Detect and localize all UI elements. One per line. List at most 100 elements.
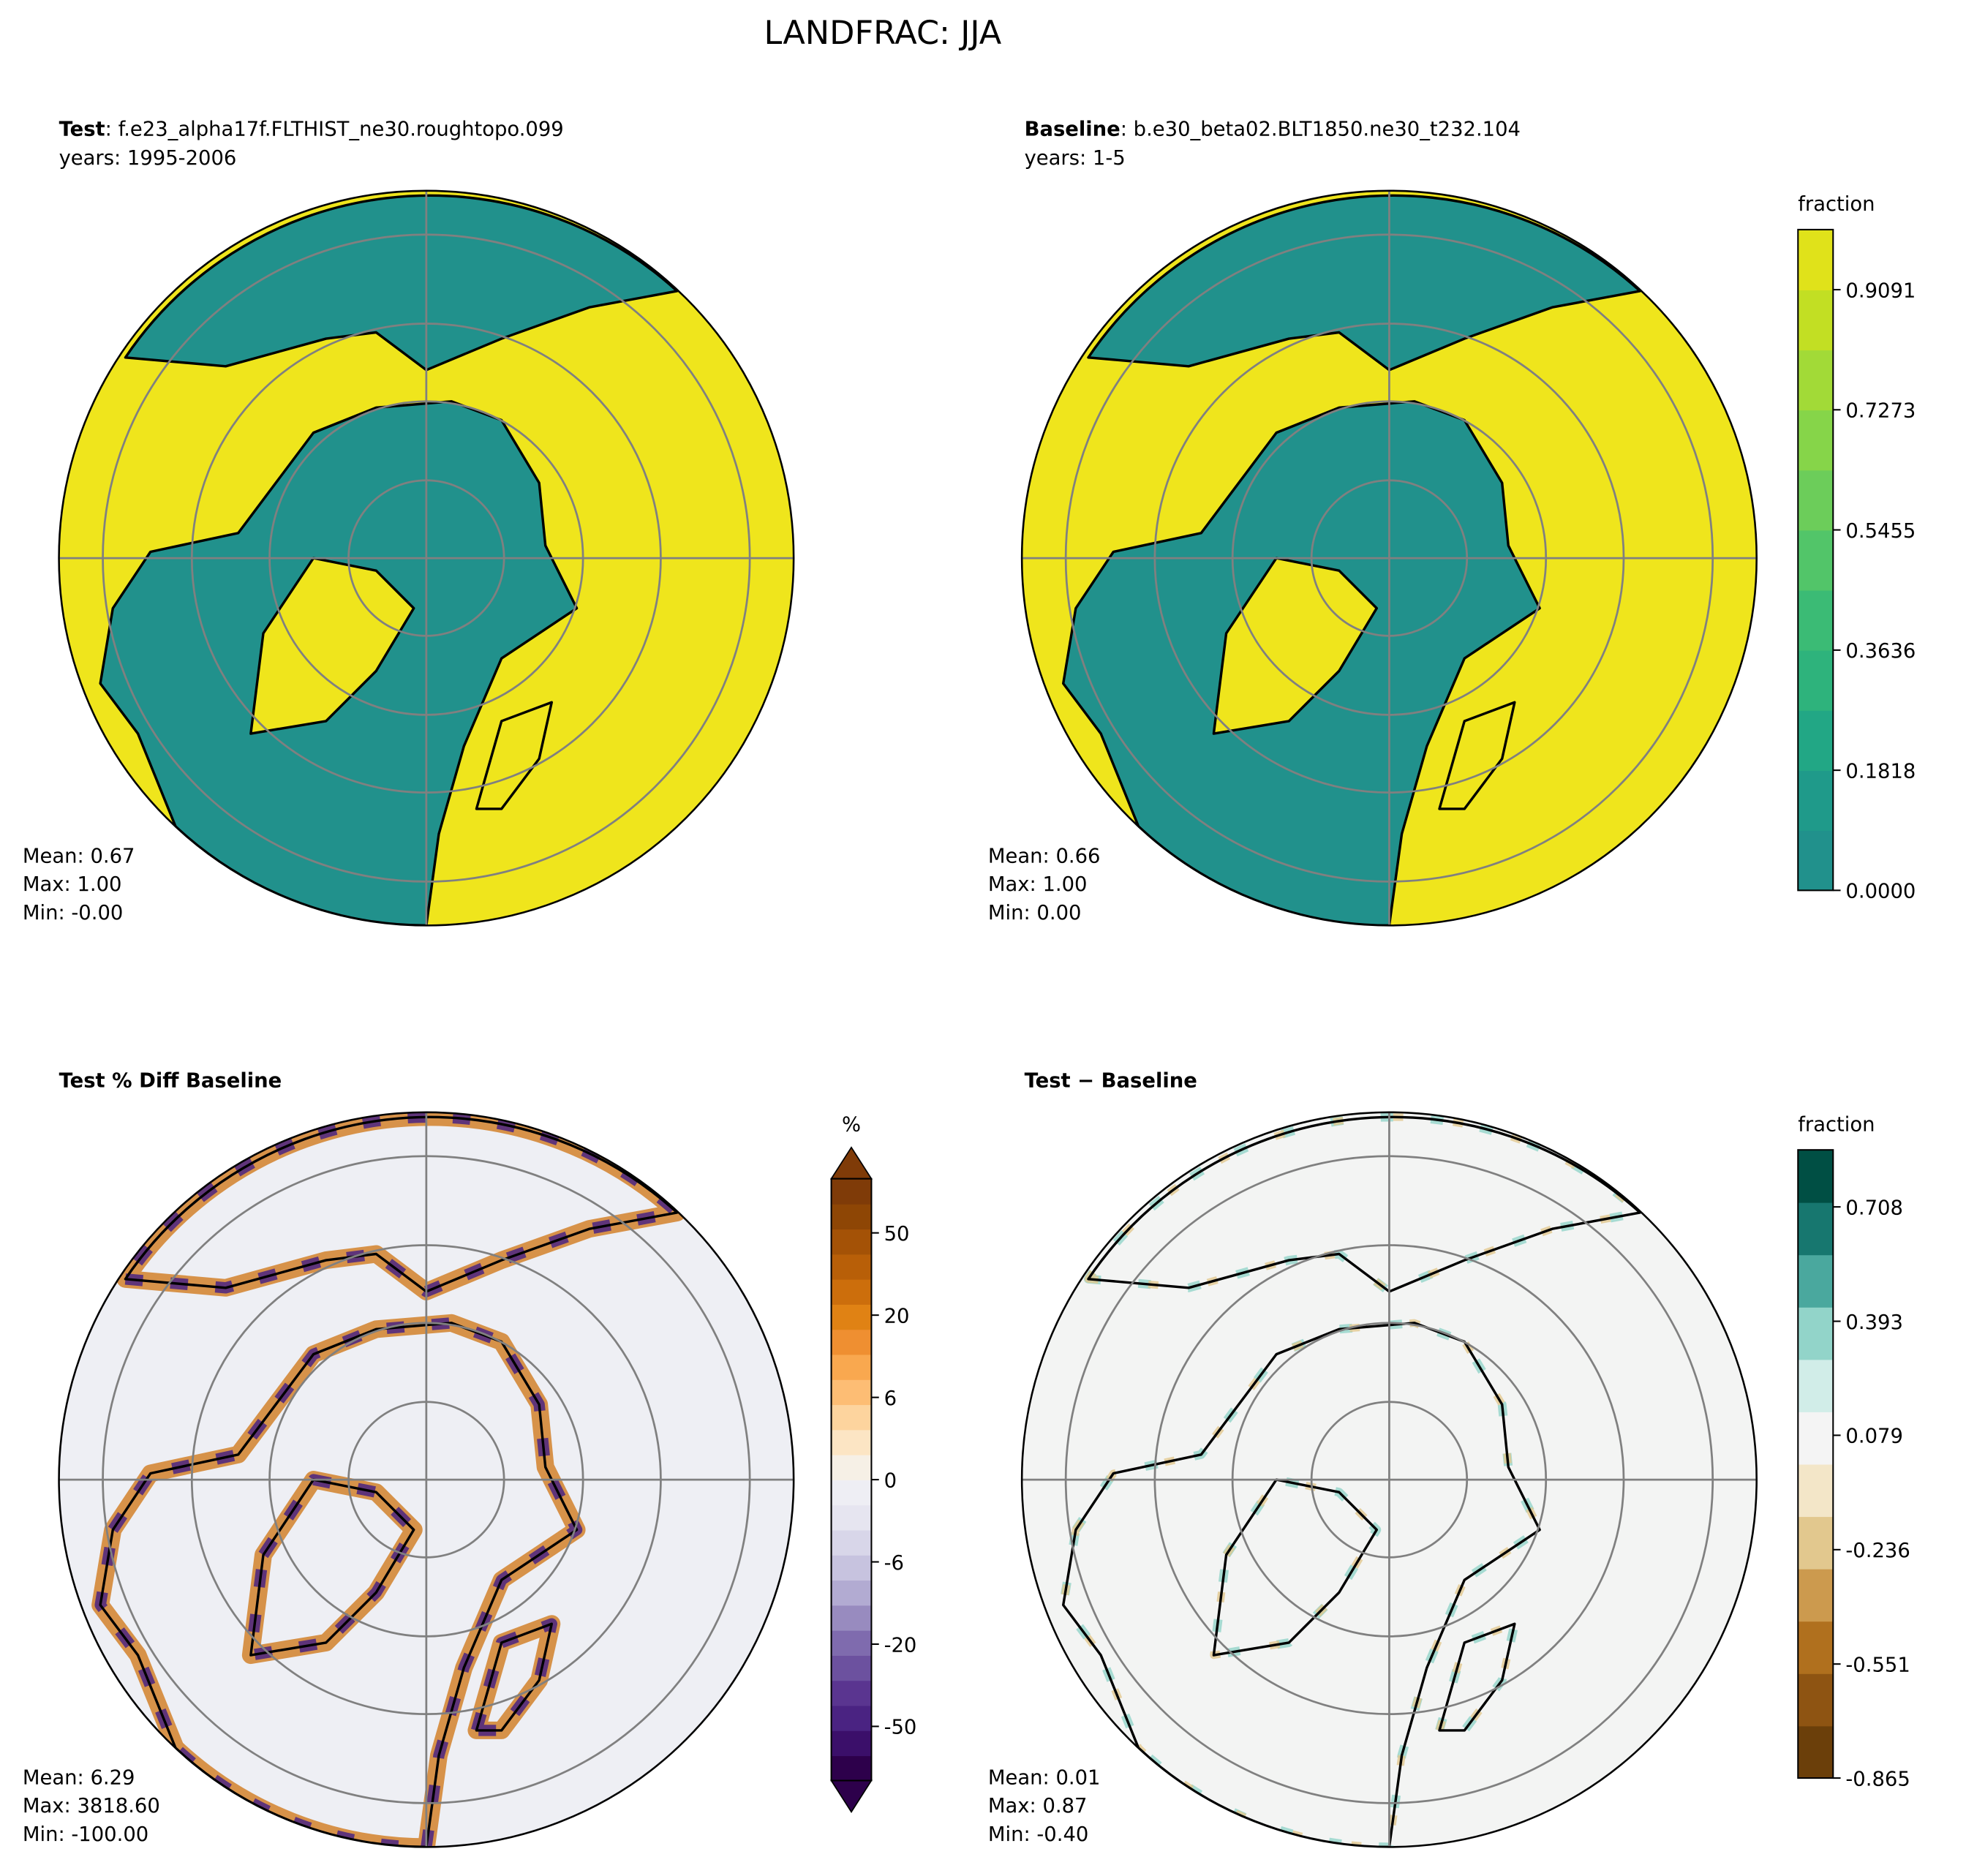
colorbar-band	[1798, 1725, 1834, 1779]
map-pct-diff	[58, 1111, 795, 1848]
stat: Max: 1.00	[988, 873, 1088, 896]
colorbar-tick-label: -0.551	[1845, 1654, 1910, 1676]
panel-title: Test % Diff Baseline	[59, 1070, 282, 1093]
colorbar-tick-label: 0.079	[1845, 1425, 1902, 1448]
stat: Min: 0.00	[988, 902, 1082, 924]
colorbar-band	[1798, 1202, 1834, 1256]
colorbar-band	[1798, 589, 1834, 651]
colorbar-band	[1798, 1412, 1834, 1465]
stat: Max: 3818.60	[23, 1795, 160, 1817]
colorbar-band	[1798, 1359, 1834, 1412]
colorbar-tick-label: -0.865	[1845, 1768, 1910, 1790]
colorbar-tick-label: 0	[884, 1469, 897, 1492]
colorbar-band	[1798, 530, 1834, 591]
colorbar-band	[1798, 1673, 1834, 1727]
colorbar-band	[831, 1480, 872, 1506]
colorbar-tick-label: 0.1818	[1845, 760, 1916, 783]
colorbar-tick-label: 6	[884, 1387, 897, 1410]
colorbar-band	[1798, 410, 1834, 471]
stat: Mean: 0.66	[988, 845, 1101, 868]
colorbar-band	[831, 1254, 872, 1280]
colorbar-band	[831, 1178, 872, 1205]
colorbar-band	[831, 1454, 872, 1480]
colorbar-tick-label: 0.5455	[1845, 520, 1916, 543]
colorbar-band	[1798, 1516, 1834, 1570]
stat: Min: -100.00	[23, 1823, 148, 1846]
map-diff	[1020, 1111, 1758, 1848]
panel-label: Baseline	[1025, 118, 1121, 140]
colorbar-frame	[1797, 1149, 1834, 1779]
colorbar-tick-label: 0.7273	[1845, 400, 1916, 423]
colorbar-band	[831, 1529, 872, 1556]
colorbar-band	[1798, 229, 1834, 290]
map-test	[58, 189, 795, 927]
panel-title: Test − Baseline	[1025, 1070, 1197, 1093]
colorbar-band	[1798, 770, 1834, 832]
case-name: : b.e30_beta02.BLT1850.ne30_t232.104	[1121, 118, 1521, 140]
colorbar-band	[1798, 709, 1834, 771]
stat: Mean: 0.01	[988, 1767, 1101, 1790]
stat: Mean: 6.29	[23, 1767, 135, 1790]
colorbar-band	[831, 1329, 872, 1355]
colorbar-band	[831, 1404, 872, 1431]
colorbar-band	[831, 1655, 872, 1681]
colorbar-band	[831, 1630, 872, 1656]
panel-label: Test	[59, 118, 105, 140]
stat: Min: -0.00	[23, 902, 123, 924]
colorbar-frame	[1797, 228, 1834, 892]
colorbar-band	[831, 1203, 872, 1230]
colorbar-band	[831, 1755, 872, 1782]
years: years: 1995-2006	[59, 147, 237, 170]
colorbar-band	[831, 1580, 872, 1606]
colorbar-band	[831, 1730, 872, 1757]
colorbar-band	[831, 1705, 872, 1731]
colorbar-band	[831, 1554, 872, 1581]
colorbar-band	[1798, 1621, 1834, 1674]
colorbar-band	[831, 1278, 872, 1305]
colorbar-band	[1798, 290, 1834, 351]
stat: Min: -0.40	[988, 1823, 1088, 1846]
colorbar-band	[1798, 649, 1834, 711]
stat: Mean: 0.67	[23, 845, 135, 868]
panel-label: Test − Baseline	[1025, 1070, 1197, 1093]
colorbar-band	[1798, 1150, 1834, 1203]
colorbar-band	[831, 1680, 872, 1706]
colorbar-band	[1798, 1306, 1834, 1360]
colorbar-tick-label: 0.708	[1845, 1197, 1902, 1219]
map-baseline	[1020, 189, 1758, 927]
colorbar-band	[831, 1354, 872, 1380]
colorbar-band	[1798, 1254, 1834, 1308]
colorbar-band	[1798, 830, 1834, 892]
colorbar-label: %	[842, 1114, 861, 1137]
figure-title: LANDFRAC: JJA	[764, 14, 1001, 52]
stat: Max: 0.87	[988, 1795, 1088, 1817]
colorbar-tick-label: 50	[884, 1223, 910, 1246]
colorbar-band	[1798, 350, 1834, 411]
colorbar-band	[831, 1379, 872, 1406]
years: years: 1-5	[1025, 147, 1126, 170]
colorbar-tick-label: -6	[884, 1552, 904, 1575]
colorbar-band	[831, 1229, 872, 1255]
colorbar-tick-label: -50	[884, 1717, 917, 1739]
panel-title: Test: f.e23_alpha17f.FLTHIST_ne30.rought…	[59, 118, 564, 140]
colorbar-tick-label: -0.236	[1845, 1540, 1910, 1562]
colorbar-tick-label: -20	[884, 1634, 917, 1657]
case-name: : f.e23_alpha17f.FLTHIST_ne30.roughtopo.…	[105, 118, 564, 140]
colorbar-tick-label: 0.393	[1845, 1311, 1902, 1334]
colorbar-band	[831, 1429, 872, 1455]
panel-label: Test % Diff Baseline	[59, 1070, 282, 1093]
colorbar-tick-label: 0.3636	[1845, 640, 1916, 663]
colorbar-tick-label: 0.9091	[1845, 279, 1916, 302]
colorbar-band	[1798, 1568, 1834, 1622]
colorbar-label: fraction	[1798, 1114, 1875, 1137]
colorbar-tick-label: 0.0000	[1845, 881, 1916, 903]
colorbar-band	[831, 1605, 872, 1631]
colorbar-label: fraction	[1798, 193, 1875, 216]
colorbar-band	[1798, 470, 1834, 531]
colorbar-band	[831, 1504, 872, 1531]
colorbar-band	[1798, 1463, 1834, 1518]
stat: Max: 1.00	[23, 873, 122, 896]
colorbar-tick-label: 20	[884, 1305, 910, 1327]
colorbar-band	[831, 1304, 872, 1330]
